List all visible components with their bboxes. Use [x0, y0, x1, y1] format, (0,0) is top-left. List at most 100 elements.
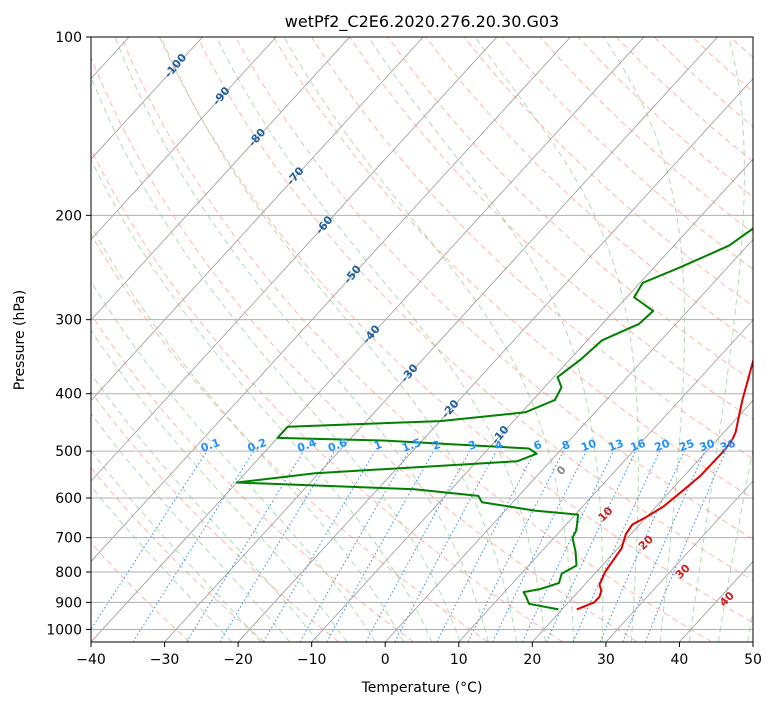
- x-tick-label: −30: [150, 652, 180, 668]
- isotherm-line: [91, 37, 277, 241]
- plot-frame: [90, 36, 754, 643]
- y-axis-title: Pressure (hPa): [12, 290, 28, 390]
- mixing-ratio-label: 4: [493, 438, 505, 453]
- chart-title: wetPf2_C2E6.2020.276.20.30.G03: [285, 12, 559, 32]
- y-tick-label: 700: [55, 531, 82, 547]
- mixing-ratio-label: 1: [372, 438, 384, 453]
- isotherm-line: [458, 319, 753, 642]
- mixing-ratio-line: [467, 450, 565, 642]
- moist-adiabat: [474, 37, 639, 642]
- mixing-ratio-label: 1.5: [400, 436, 423, 455]
- moist-adiabat-label: 40: [717, 589, 737, 609]
- dry-adiabat: [311, 37, 753, 460]
- profile-lines: [235, 227, 753, 611]
- moist-adiabat: [91, 485, 233, 642]
- y-tick-label: 900: [55, 595, 82, 611]
- background-lines: [91, 37, 753, 642]
- isotherm-line: [91, 37, 645, 642]
- x-tick-label: 50: [744, 652, 762, 668]
- moist-adiabat: [91, 224, 405, 642]
- mixing-ratio-line: [326, 450, 434, 642]
- isotherm-line: [532, 399, 753, 642]
- mixing-ratio-label: 13: [607, 437, 626, 454]
- x-tick-label: −20: [223, 652, 253, 668]
- moist-adiabat: [688, 37, 745, 642]
- moist-adiabat: [717, 446, 753, 642]
- moist-adiabat: [91, 373, 319, 642]
- isotherm-line: [752, 641, 753, 642]
- mixing-ratio-line: [132, 450, 255, 642]
- moist-adiabat: [160, 37, 518, 642]
- mixing-ratio-line: [599, 450, 685, 642]
- x-tick-label: 0: [381, 652, 390, 668]
- mixing-ratio-line: [522, 450, 614, 642]
- mixing-ratio-label: 36: [718, 437, 737, 455]
- isotherm-line: [91, 37, 424, 402]
- dry-adiabat: [615, 37, 753, 163]
- axis-ticks: −40 −30 −20 −10 0 10 20 30 40 5010020030040050060…: [46, 30, 762, 668]
- mixing-ratio-line: [186, 450, 305, 642]
- mixing-ratio-label: 8: [560, 438, 572, 453]
- moist-adiabat-label: 0: [554, 463, 569, 478]
- mixing-ratio-label: 0.6: [326, 436, 349, 455]
- dry-adiabat: [387, 37, 753, 382]
- x-tick-label: −10: [297, 652, 327, 668]
- moist-adiabat: [91, 329, 348, 642]
- dry-adiabat: [91, 466, 265, 642]
- dry-adiabat: [91, 148, 563, 642]
- y-tick-label: 200: [55, 208, 82, 224]
- y-tick-label: 300: [55, 313, 82, 329]
- mixing-ratio-line: [91, 450, 208, 631]
- isotherm-line: [384, 238, 753, 642]
- x-tick-label: −40: [76, 652, 106, 668]
- mixing-ratio-label: 30: [698, 437, 717, 455]
- dewpoint-profile-line: [235, 227, 753, 611]
- moist-adiabat: [215, 37, 546, 642]
- moist-adiabat: [368, 37, 604, 642]
- dry-adiabat: [91, 390, 340, 642]
- mixing-ratio-line: [299, 450, 410, 642]
- dry-adiabat: [425, 37, 753, 344]
- dry-adiabat: [234, 37, 753, 540]
- mixing-ratio-line: [622, 450, 706, 642]
- dry-adiabat: [196, 37, 753, 582]
- mixing-ratio-line: [394, 450, 497, 642]
- moist-adiabat-label: 10: [596, 504, 616, 524]
- isotherm-line: [91, 37, 571, 563]
- isotherm-line: [91, 37, 203, 160]
- isotherm-line: [605, 480, 753, 642]
- moist-adiabat: [91, 280, 376, 642]
- mixing-ratio-label: 0.1: [199, 436, 222, 455]
- mixing-ratio-label: 3: [467, 438, 479, 453]
- mixing-ratio-label: 10: [579, 437, 598, 455]
- mixing-ratio-label: 0.2: [246, 436, 269, 455]
- dry-adiabat: [91, 233, 489, 642]
- dry-adiabat: [273, 37, 753, 500]
- isotherm-line: [237, 77, 753, 642]
- y-tick-label: 500: [55, 444, 82, 460]
- moist-adiabat: [91, 450, 262, 642]
- isotherm-line: [91, 37, 498, 482]
- mixing-ratio-line: [572, 450, 661, 642]
- mixing-ratio-line: [219, 450, 336, 642]
- mixing-ratio-line: [263, 450, 376, 642]
- x-tick-label: 10: [450, 652, 468, 668]
- moist-adiabat-label: 20: [636, 532, 656, 552]
- moist-adiabat: [747, 609, 753, 642]
- mixing-ratio-label: 25: [677, 437, 696, 454]
- isotherm-line: [164, 37, 718, 642]
- temperature-profile-line: [576, 357, 753, 611]
- x-tick-label: 40: [671, 652, 689, 668]
- isotherm-line: [311, 158, 753, 642]
- dry-adiabat: [349, 37, 753, 421]
- dry-adiabat: [577, 37, 753, 198]
- moist-adiabat-label: 30: [673, 561, 693, 581]
- isotherm-line: [91, 37, 350, 321]
- dry-adiabat: [91, 55, 638, 642]
- moist-adiabat: [283, 37, 575, 642]
- moist-adiabat: [114, 37, 489, 642]
- mixing-ratio-line: [492, 450, 587, 642]
- y-tick-label: 400: [55, 387, 82, 403]
